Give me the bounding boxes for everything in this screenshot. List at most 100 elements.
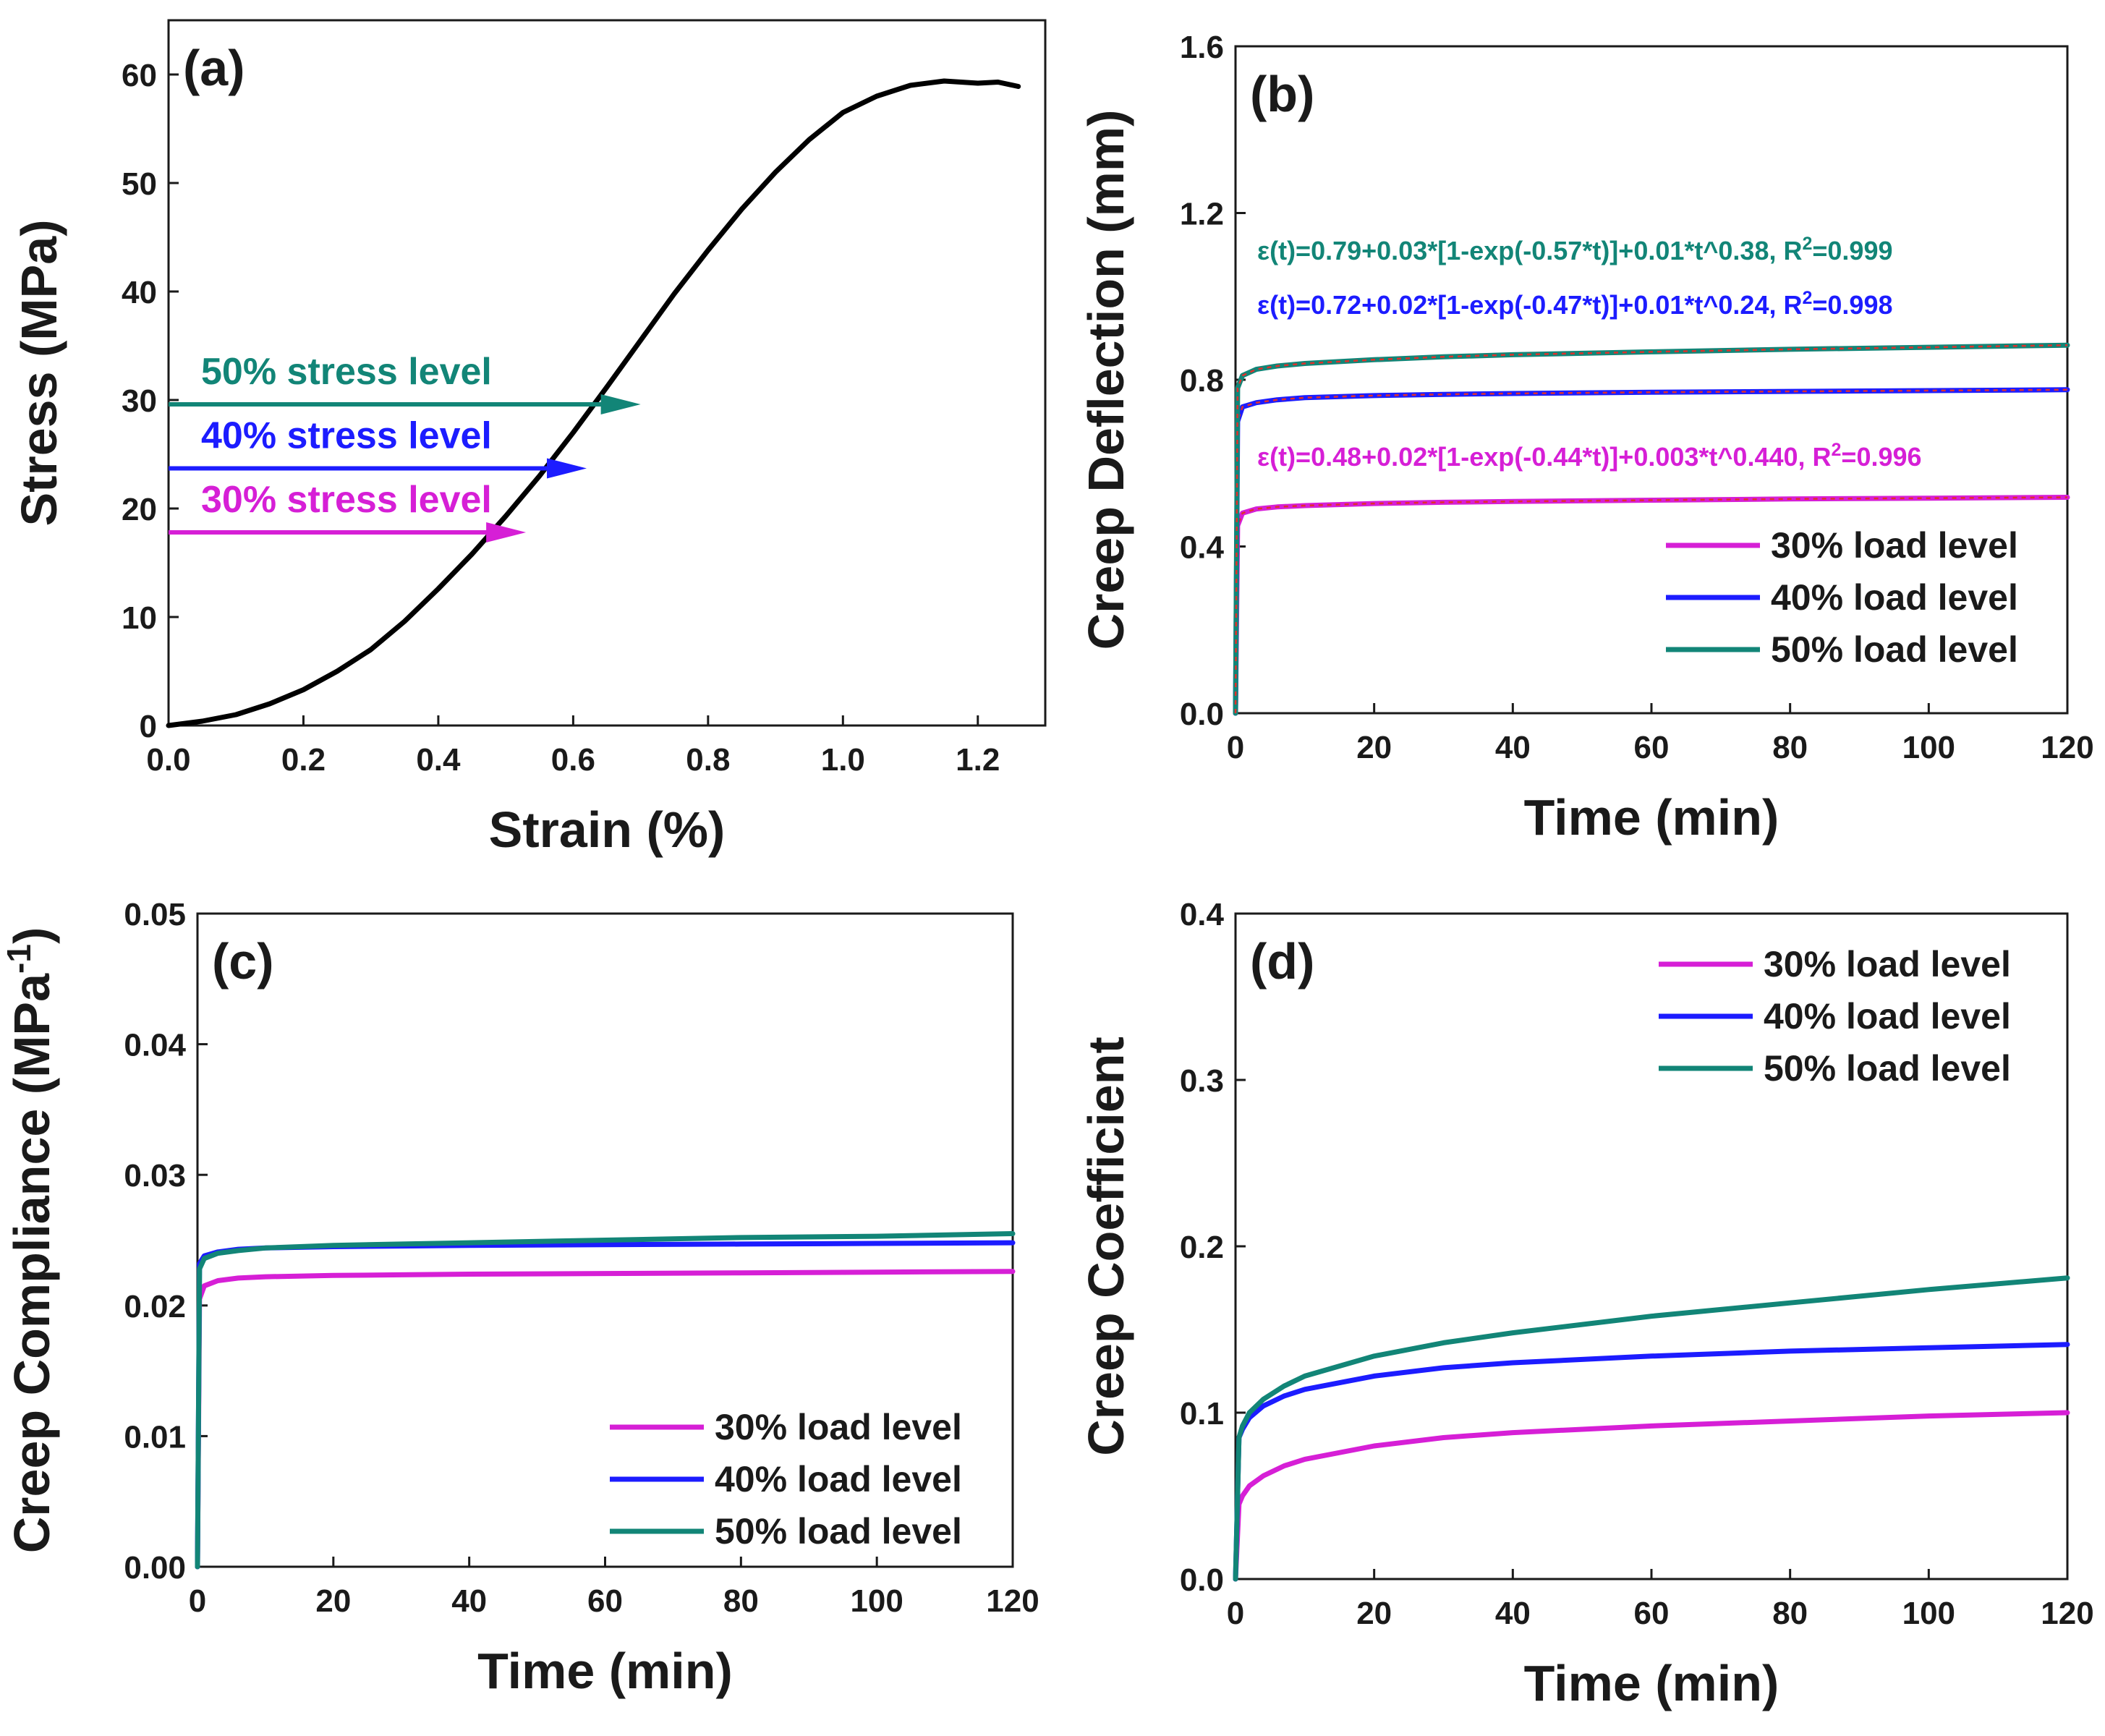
- panel-c: 0 20 40 60 80 100 120 0.00 0.01 0.02 0.03 0.04 0.05 T…: [0, 897, 1039, 1699]
- y-tick-label: 50: [122, 166, 157, 202]
- x-tick-label: 0: [1227, 730, 1244, 765]
- fit-equation-text: ε(t)=0.72+0.02*[1-exp(-0.47*t)]+0.01*t^0…: [1257, 290, 1802, 320]
- fit-equation-sup: 2: [1802, 288, 1812, 308]
- legend-label: 40% load level: [715, 1459, 962, 1499]
- y-tick-label: 0.0: [1180, 1562, 1224, 1598]
- x-tick-label: 120: [986, 1583, 1039, 1619]
- x-tick-label: 100: [1902, 1596, 1955, 1631]
- y-axis-label-tail: ): [4, 927, 60, 944]
- series-line-1: [195, 1269, 1016, 1570]
- x-tick-label: 60: [587, 1583, 623, 1619]
- x-tick-label: 0: [1227, 1596, 1244, 1631]
- stress-level-label: 50% stress level: [201, 351, 492, 393]
- x-tick-label: 40: [451, 1583, 487, 1619]
- y-axis-label-text: Creep Deflection (mm): [1078, 110, 1134, 650]
- fit-equation: ε(t)=0.48+0.02*[1-exp(-0.44*t)]+0.003*t^…: [1257, 440, 1922, 472]
- series-line-1: [1233, 1410, 2070, 1582]
- x-tick-label: 80: [1772, 1596, 1808, 1631]
- x-tick-label: 1.2: [956, 742, 1000, 778]
- stress-arrow-head: [600, 394, 641, 414]
- x-axis-label: Time (min): [1524, 1655, 1779, 1711]
- y-tick-label: 20: [122, 492, 157, 527]
- x-tick-label: 20: [1356, 730, 1392, 765]
- x-tick-label: 40: [1495, 730, 1531, 765]
- panel-d: 0 20 40 60 80 100 120 0.0 0.1 0.2 0.3 0.4 Time (min)…: [1078, 897, 2094, 1711]
- y-axis-label: Creep Deflection (mm): [1078, 110, 1134, 650]
- y-axis-label-text: Creep Compliance (MPa: [4, 973, 60, 1553]
- plot-frame: [167, 19, 1047, 727]
- legend-label: 50% load level: [1764, 1048, 2011, 1089]
- y-axis-label-text: Stress (MPa): [11, 219, 67, 526]
- fit-equation-sup: 2: [1832, 440, 1842, 460]
- fit-equation: ε(t)=0.79+0.03*[1-exp(-0.57*t)]+0.01*t^0…: [1257, 234, 1893, 265]
- legend-label: 50% load level: [715, 1511, 962, 1552]
- x-axis-label: Time (min): [477, 1643, 733, 1699]
- legend-label: 40% load level: [1764, 996, 2011, 1037]
- legend-label: 30% load level: [715, 1407, 962, 1447]
- y-axis-label: Stress (MPa): [11, 219, 67, 526]
- y-tick-label: 0.8: [1180, 363, 1224, 399]
- x-tick-label: 0.0: [146, 742, 190, 778]
- fit-equation-tail: =0.999: [1812, 236, 1892, 265]
- panel-label: (b): [1250, 66, 1314, 122]
- x-tick-label: 120: [2041, 1596, 2093, 1631]
- fit-equation-sup: 2: [1802, 234, 1812, 254]
- series-line-3: [195, 1231, 1016, 1570]
- stress-arrow-head: [486, 522, 527, 542]
- y-axis-label-text: Creep Coefficient: [1078, 1037, 1134, 1456]
- x-axis-label: Strain (%): [489, 801, 726, 858]
- fit-equation-text: ε(t)=0.79+0.03*[1-exp(-0.57*t)]+0.01*t^0…: [1257, 236, 1802, 265]
- x-tick-label: 20: [1356, 1596, 1392, 1631]
- fit-equation: ε(t)=0.72+0.02*[1-exp(-0.47*t)]+0.01*t^0…: [1257, 288, 1893, 320]
- x-tick-label: 120: [2041, 730, 2093, 765]
- stress-level-label: 30% stress level: [201, 479, 492, 521]
- y-tick-label: 1.2: [1180, 197, 1224, 232]
- y-tick-label: 0.4: [1180, 897, 1225, 932]
- y-tick-label: 0.0: [1180, 697, 1224, 732]
- y-tick-label: 1.6: [1180, 30, 1224, 65]
- y-tick-label: 0.05: [124, 897, 186, 932]
- x-tick-label: 0.8: [686, 742, 730, 778]
- x-tick-label: 0.6: [551, 742, 595, 778]
- y-axis-label: Creep Compliance (MPa-1): [0, 927, 60, 1554]
- y-tick-label: 30: [122, 383, 157, 419]
- legend-label: 40% load level: [1771, 577, 2018, 618]
- x-tick-label: 20: [315, 1583, 351, 1619]
- x-tick-label: 1.0: [821, 742, 865, 778]
- y-tick-label: 0.2: [1180, 1230, 1224, 1265]
- fit-line-3: [1234, 344, 2068, 714]
- x-axis-label: Time (min): [1524, 789, 1779, 846]
- y-tick-label: 40: [122, 275, 157, 310]
- y-tick-label: 10: [122, 600, 157, 636]
- y-axis-label: Creep Coefficient: [1078, 1037, 1134, 1456]
- fit-equation-text: ε(t)=0.48+0.02*[1-exp(-0.44*t)]+0.003*t^…: [1257, 442, 1832, 472]
- legend-label: 30% load level: [1771, 525, 2018, 566]
- series-line-2: [1233, 1342, 2070, 1582]
- x-tick-label: 0.4: [416, 742, 461, 778]
- legend-label: 50% load level: [1771, 629, 2018, 670]
- y-tick-label: 0.01: [124, 1419, 186, 1455]
- x-tick-label: 80: [723, 1583, 759, 1619]
- stress-arrow-head: [547, 458, 587, 479]
- y-tick-label: 0.3: [1180, 1063, 1224, 1099]
- panel-a: 0.0 0.2 0.4 0.6 0.8 1.0 1.2 0 10 20 30 40 50 60 Strain…: [11, 19, 1047, 858]
- y-tick-label: 0.1: [1180, 1396, 1224, 1431]
- series-line-1: [166, 78, 1021, 728]
- x-tick-label: 40: [1495, 1596, 1531, 1631]
- y-tick-label: 60: [122, 58, 157, 93]
- fit-equation-tail: =0.998: [1812, 290, 1892, 320]
- panel-label: (c): [212, 933, 274, 990]
- x-tick-label: 100: [850, 1583, 903, 1619]
- x-tick-label: 60: [1634, 730, 1670, 765]
- x-tick-label: 0.2: [281, 742, 326, 778]
- x-tick-label: 0: [189, 1583, 206, 1619]
- fit-line-1: [1234, 496, 2068, 714]
- fit-line-2: [1234, 388, 2068, 714]
- y-tick-label: 0.03: [124, 1158, 186, 1194]
- y-axis-label-sup: -1: [0, 944, 38, 974]
- y-tick-label: 0: [140, 709, 157, 744]
- x-tick-label: 80: [1772, 730, 1808, 765]
- panel-label: (d): [1250, 933, 1314, 990]
- panel-b: 0 20 40 60 80 100 120 0.0 0.4 0.8 1.2 1.6 Time (min)…: [1078, 30, 2094, 846]
